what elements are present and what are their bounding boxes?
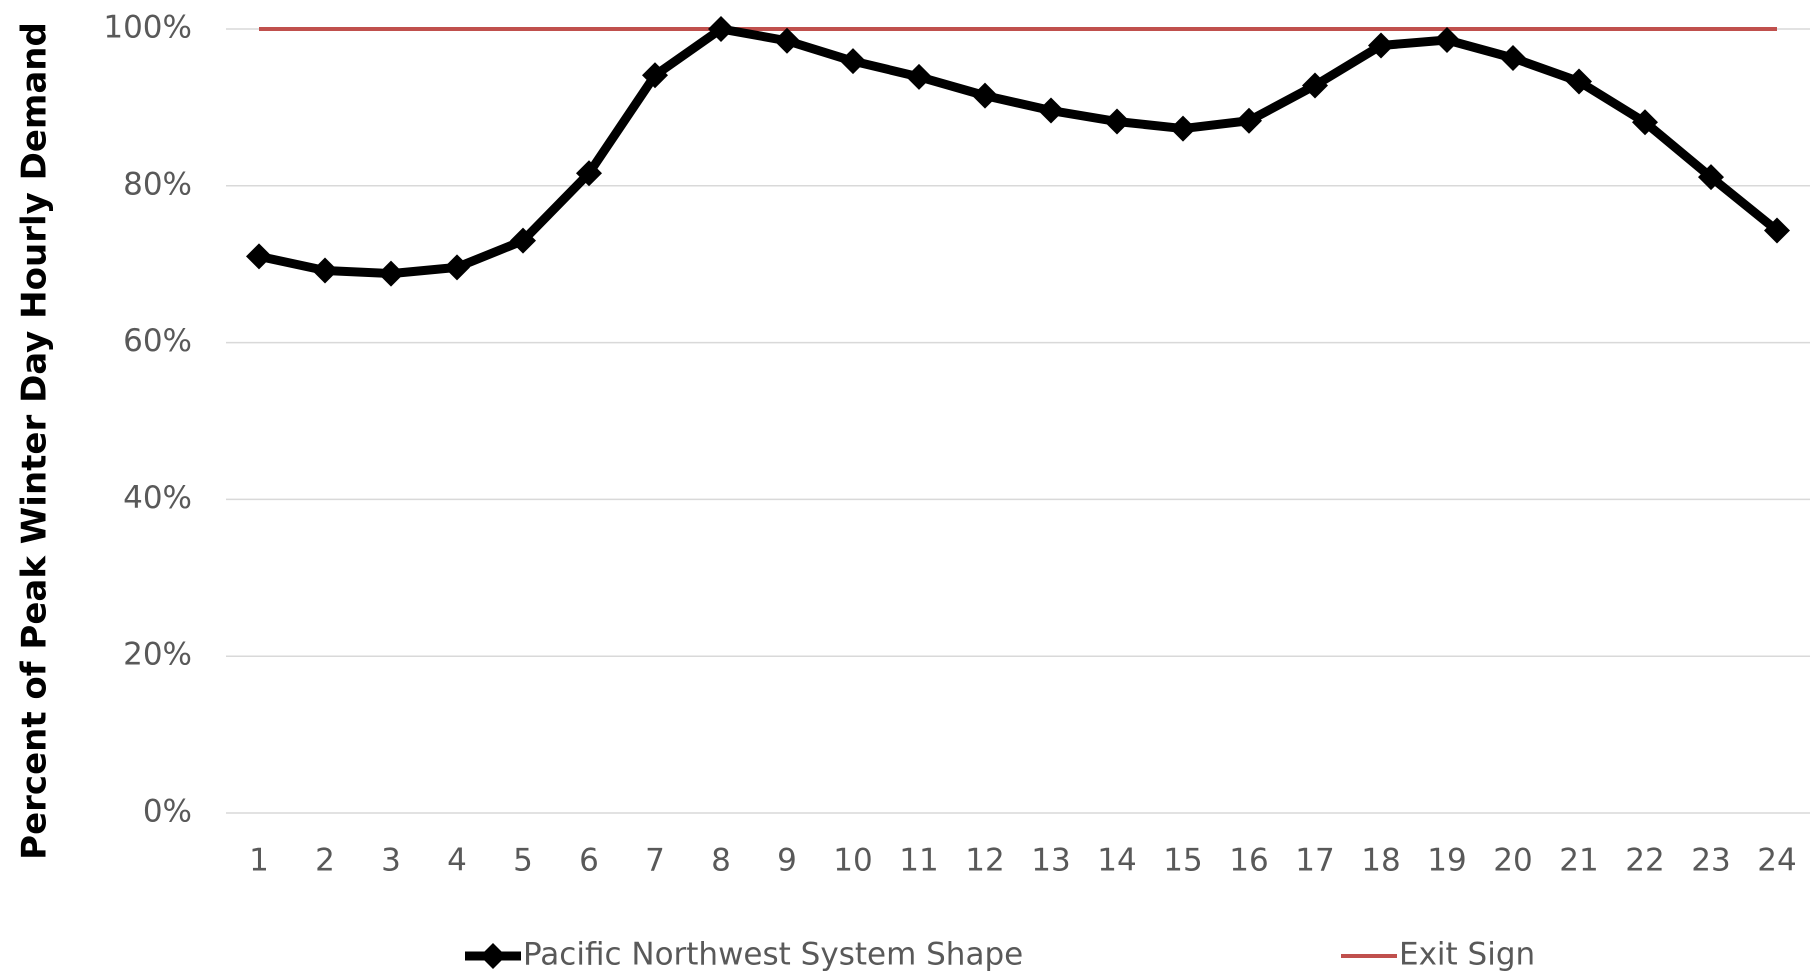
- marker: [1764, 217, 1790, 244]
- marker: [246, 243, 272, 270]
- x-tick-label: 15: [1163, 843, 1202, 879]
- x-tick-label: 14: [1097, 843, 1136, 879]
- y-axis-label: Percent of Peak Winter Day Hourly Demand: [15, 22, 55, 860]
- marker: [576, 160, 602, 187]
- x-tick-label: 4: [447, 843, 467, 879]
- legend-label: Exit Sign: [1399, 937, 1535, 971]
- marker: [1170, 115, 1196, 142]
- marker: [1302, 72, 1328, 99]
- x-tick-label: 23: [1691, 843, 1730, 879]
- legend-label: Pacific Northwest System Shape: [523, 937, 1023, 971]
- x-tick-label: 9: [777, 843, 797, 879]
- marker: [1632, 109, 1658, 136]
- x-tick-label: 7: [645, 843, 665, 879]
- marker: [444, 254, 470, 281]
- x-tick-label: 5: [513, 843, 533, 879]
- marker: [774, 27, 800, 54]
- marker: [708, 16, 734, 42]
- y-tick-label: 0%: [143, 794, 192, 830]
- y-tick-label: 100%: [103, 10, 192, 46]
- x-tick-label: 3: [381, 843, 401, 879]
- y-tick-label: 60%: [123, 323, 192, 359]
- marker: [1434, 26, 1460, 53]
- marker: [1500, 45, 1526, 72]
- marker: [1698, 164, 1724, 191]
- marker: [1566, 68, 1592, 95]
- x-tick-label: 11: [899, 843, 938, 879]
- marker: [312, 257, 338, 284]
- x-tick-label: 20: [1493, 843, 1532, 879]
- y-tick-label: 40%: [123, 480, 192, 516]
- marker: [972, 82, 998, 109]
- x-tick-label: 21: [1559, 843, 1598, 879]
- x-tick-label: 12: [965, 843, 1004, 879]
- series-line: [258, 24, 1780, 279]
- x-tick-label: 8: [711, 843, 731, 879]
- marker: [1038, 97, 1064, 124]
- marker: [1104, 108, 1130, 135]
- x-tick-label: 6: [579, 843, 599, 879]
- x-tick-label: 24: [1757, 843, 1796, 879]
- x-tick-label: 22: [1625, 843, 1664, 879]
- marker: [642, 62, 668, 89]
- marker: [378, 260, 404, 287]
- marker: [510, 227, 536, 254]
- marker: [840, 48, 866, 75]
- legend-marker: [480, 943, 506, 969]
- y-tick-label: 80%: [123, 166, 192, 202]
- marker: [1236, 107, 1262, 134]
- x-tick-label: 16: [1229, 843, 1268, 879]
- x-tick-label: 18: [1361, 843, 1400, 879]
- x-tick-label: 17: [1295, 843, 1334, 879]
- x-tick-label: 19: [1427, 843, 1466, 879]
- y-tick-label: 20%: [123, 637, 192, 673]
- x-tick-label: 13: [1031, 843, 1070, 879]
- x-tick-label: 10: [833, 843, 872, 879]
- x-tick-label: 1: [249, 843, 269, 879]
- marker: [906, 63, 932, 90]
- x-tick-label: 2: [315, 843, 335, 879]
- marker: [1368, 32, 1394, 59]
